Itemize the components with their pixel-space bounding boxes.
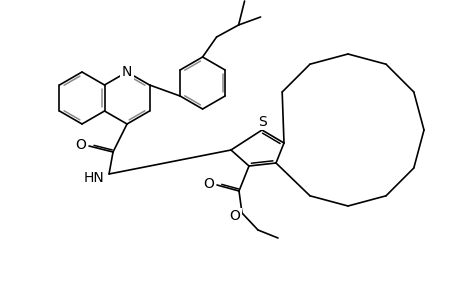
Text: S: S: [258, 115, 267, 129]
Text: O: O: [203, 177, 214, 191]
Text: O: O: [75, 138, 86, 152]
Text: HN: HN: [84, 171, 104, 185]
Text: N: N: [122, 65, 132, 79]
Text: O: O: [229, 209, 240, 223]
